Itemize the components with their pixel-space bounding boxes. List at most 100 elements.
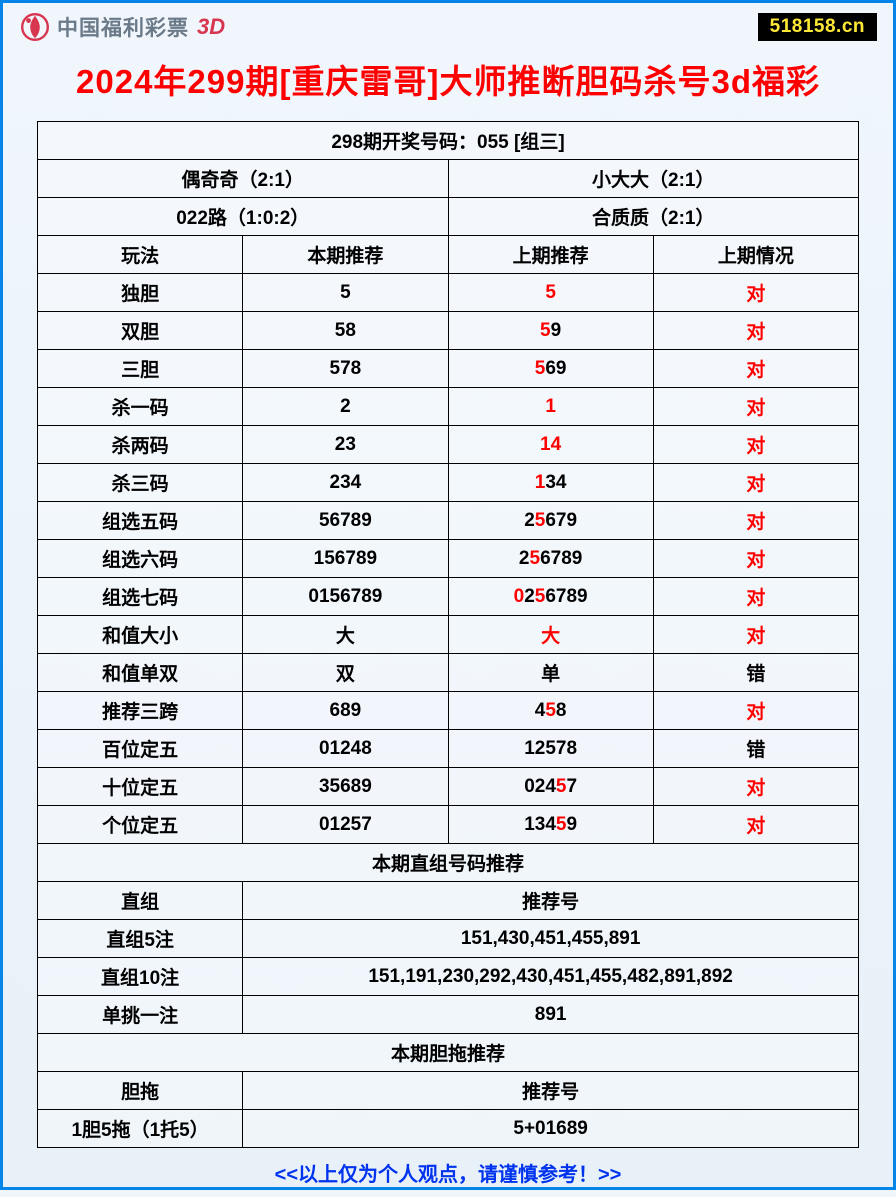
table-row: 组选六码156789256789对	[38, 540, 859, 578]
table-row: 组选五码5678925679对	[38, 502, 859, 540]
play-type: 和值大小	[38, 616, 243, 654]
combo-type: 直组10注	[38, 958, 243, 996]
current-pick: 689	[243, 692, 448, 730]
table-row: 杀两码2314对	[38, 426, 859, 464]
section-value-label: 推荐号	[243, 882, 859, 920]
table-row: 直组5注151,430,451,455,891	[38, 920, 859, 958]
play-type: 推荐三跨	[38, 692, 243, 730]
prev-result: 对	[653, 578, 858, 616]
prev-pick: 14	[448, 426, 653, 464]
section-label: 直组	[38, 882, 243, 920]
current-pick: 56789	[243, 502, 448, 540]
prev-pick: 134	[448, 464, 653, 502]
play-type: 和值单双	[38, 654, 243, 692]
section-header: 本期胆拖推荐	[38, 1034, 859, 1072]
current-pick: 5	[243, 274, 448, 312]
col-header: 本期推荐	[243, 236, 448, 274]
prev-result: 对	[653, 616, 858, 654]
attr-size: 小大大（2:1）	[448, 160, 859, 198]
play-type: 杀两码	[38, 426, 243, 464]
dantuo-type: 1胆5拖（1托5）	[38, 1110, 243, 1148]
section-value-label: 推荐号	[243, 1072, 859, 1110]
current-pick: 234	[243, 464, 448, 502]
current-pick: 0156789	[243, 578, 448, 616]
page-title: 2024年299期[重庆雷哥]大师推断胆码杀号3d福彩	[3, 47, 893, 121]
table-row: 推荐三跨689458对	[38, 692, 859, 730]
current-pick: 大	[243, 616, 448, 654]
table-row: 和值单双双单错	[38, 654, 859, 692]
play-type: 杀三码	[38, 464, 243, 502]
current-pick: 双	[243, 654, 448, 692]
play-type: 组选六码	[38, 540, 243, 578]
prev-result: 对	[653, 540, 858, 578]
prev-result: 错	[653, 654, 858, 692]
column-headers-row: 玩法 本期推荐 上期推荐 上期情况	[38, 236, 859, 274]
combo-value: 891	[243, 996, 859, 1034]
prev-result: 对	[653, 312, 858, 350]
table-row: 直组10注151,191,230,292,430,451,455,482,891…	[38, 958, 859, 996]
prev-pick: 25679	[448, 502, 653, 540]
site-badge: 518158.cn	[758, 13, 877, 41]
table-row: 独胆55对	[38, 274, 859, 312]
prev-pick: 256789	[448, 540, 653, 578]
prev-pick: 1	[448, 388, 653, 426]
prev-pick: 59	[448, 312, 653, 350]
prev-result: 对	[653, 692, 858, 730]
main-table-wrap: 298期开奖号码：055 [组三] 偶奇奇（2:1） 小大大（2:1） 022路…	[3, 121, 893, 1197]
prev-result: 对	[653, 502, 858, 540]
play-type: 个位定五	[38, 806, 243, 844]
play-type: 组选七码	[38, 578, 243, 616]
prev-pick: 458	[448, 692, 653, 730]
col-header: 玩法	[38, 236, 243, 274]
prev-pick: 13459	[448, 806, 653, 844]
play-type: 三胆	[38, 350, 243, 388]
lottery-logo-icon	[19, 11, 51, 43]
current-pick: 35689	[243, 768, 448, 806]
play-type: 双胆	[38, 312, 243, 350]
logo: 中国福利彩票 3D	[19, 11, 225, 43]
prev-pick: 0256789	[448, 578, 653, 616]
combo-type: 单挑一注	[38, 996, 243, 1034]
current-pick: 01257	[243, 806, 448, 844]
current-pick: 01248	[243, 730, 448, 768]
table-row: 单挑一注891	[38, 996, 859, 1034]
prev-pick: 569	[448, 350, 653, 388]
prev-result: 对	[653, 388, 858, 426]
table-row: 三胆578569对	[38, 350, 859, 388]
table-row: 双胆5859对	[38, 312, 859, 350]
prev-pick: 5	[448, 274, 653, 312]
prev-result: 对	[653, 274, 858, 312]
current-pick: 2	[243, 388, 448, 426]
table-row: 杀一码21对	[38, 388, 859, 426]
play-type: 百位定五	[38, 730, 243, 768]
prev-pick: 12578	[448, 730, 653, 768]
section-label: 胆拖	[38, 1072, 243, 1110]
combo-value: 151,430,451,455,891	[243, 920, 859, 958]
current-pick: 58	[243, 312, 448, 350]
current-pick: 578	[243, 350, 448, 388]
combo-value: 151,191,230,292,430,451,455,482,891,892	[243, 958, 859, 996]
section-header: 本期直组号码推荐	[38, 844, 859, 882]
prev-result: 对	[653, 768, 858, 806]
table-row: 十位定五3568902457对	[38, 768, 859, 806]
logo-3d: 3D	[197, 14, 225, 40]
dantuo-value: 5+01689	[243, 1110, 859, 1148]
prev-pick: 单	[448, 654, 653, 692]
prediction-table: 298期开奖号码：055 [组三] 偶奇奇（2:1） 小大大（2:1） 022路…	[37, 121, 859, 1148]
play-type: 杀一码	[38, 388, 243, 426]
combo-type: 直组5注	[38, 920, 243, 958]
table-row: 个位定五0125713459对	[38, 806, 859, 844]
prev-result: 对	[653, 464, 858, 502]
attr-odd-even: 偶奇奇（2:1）	[38, 160, 449, 198]
prev-result: 对	[653, 426, 858, 464]
prev-result: 对	[653, 806, 858, 844]
current-pick: 23	[243, 426, 448, 464]
prev-result: 错	[653, 730, 858, 768]
play-type: 组选五码	[38, 502, 243, 540]
prev-result: 对	[653, 350, 858, 388]
prev-pick: 大	[448, 616, 653, 654]
play-type: 十位定五	[38, 768, 243, 806]
attr-route: 022路（1:0:2）	[38, 198, 449, 236]
table-row: 1胆5拖（1托5）5+01689	[38, 1110, 859, 1148]
table-row: 百位定五0124812578错	[38, 730, 859, 768]
